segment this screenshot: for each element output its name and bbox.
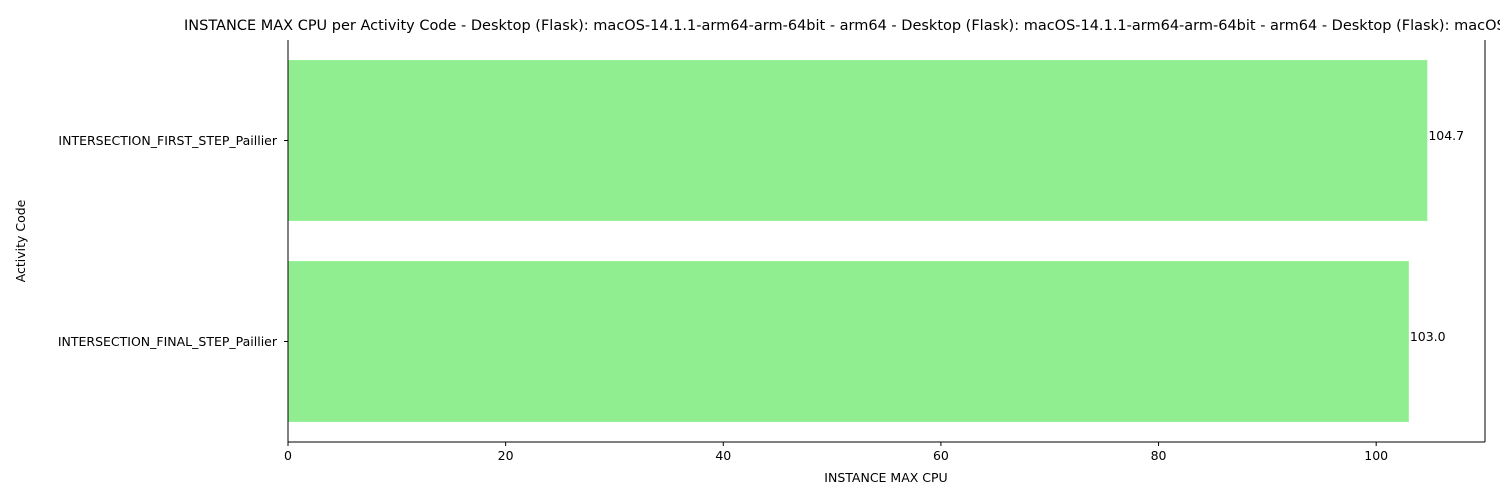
bar-1 bbox=[288, 60, 1428, 221]
y-tick-label-1: INTERSECTION_FIRST_STEP_Paillier bbox=[58, 133, 277, 148]
bars-group bbox=[288, 60, 1428, 422]
y-axis-label: Activity Code bbox=[13, 199, 28, 282]
x-tick-label-4: 60 bbox=[933, 448, 949, 463]
x-tick-label-5: 80 bbox=[1151, 448, 1167, 463]
bar-2 bbox=[288, 261, 1409, 422]
x-tick-label-1: 0 bbox=[284, 448, 292, 463]
x-tick-label-3: 40 bbox=[715, 448, 731, 463]
bar-value-label-1: 104.7 bbox=[1428, 128, 1464, 143]
value-labels-group: 104.7 103.0 bbox=[1410, 128, 1464, 344]
y-axis-ticks: INTERSECTION_FIRST_STEP_Paillier INTERSEC… bbox=[58, 133, 288, 349]
x-tick-label-2: 20 bbox=[498, 448, 514, 463]
y-tick-label-2: INTERSECTION_FINAL_STEP_Paillier bbox=[58, 334, 278, 349]
x-axis-label: INSTANCE MAX CPU bbox=[824, 470, 947, 485]
chart-title: INSTANCE MAX CPU per Activity Code - Des… bbox=[184, 18, 1500, 34]
x-axis-ticks: 0 20 40 60 80 100 bbox=[284, 442, 1388, 463]
x-tick-label-6: 100 bbox=[1364, 448, 1388, 463]
bar-value-label-2: 103.0 bbox=[1410, 329, 1446, 344]
